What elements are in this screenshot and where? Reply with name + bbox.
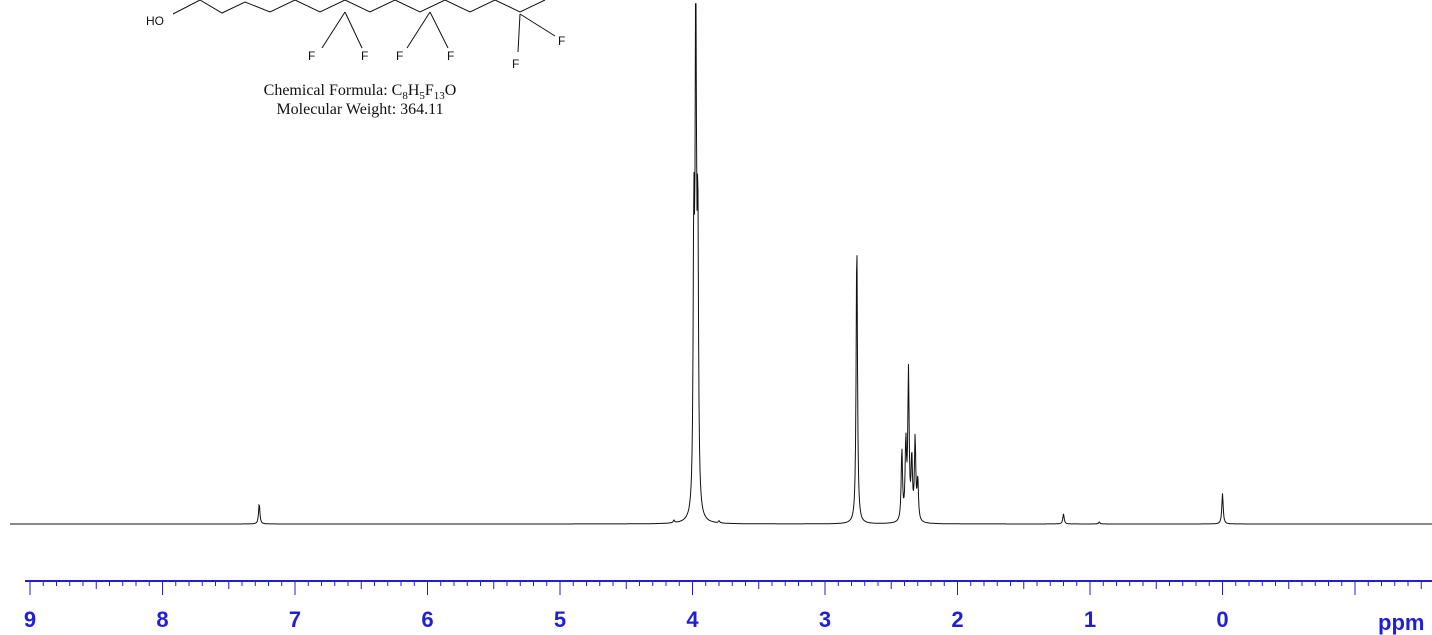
ppm-axis-ticks (29, 581, 1422, 595)
tick-label: 3 (819, 607, 831, 632)
ppm-axis-label: ppm (1378, 610, 1424, 635)
formula-element: O (444, 82, 457, 99)
molecular-weight-label: Molecular Weight: (276, 101, 397, 118)
tick-label: 6 (421, 607, 433, 632)
fluorine-label: F (396, 49, 403, 63)
c-f-bond (406, 11, 431, 49)
ppm-axis-tick-labels: 9 8 7 6 5 4 3 2 1 0 (24, 607, 1229, 632)
chemical-formula: Chemical Formula: C8H5F13O (180, 82, 540, 102)
tick-label: 8 (156, 607, 168, 632)
c-f-bond (344, 11, 363, 49)
tick-label: 1 (1084, 607, 1096, 632)
carbon-chain-bond (172, 0, 546, 15)
formula-subscript: 5 (419, 90, 425, 103)
hydroxyl-label: HO (146, 14, 164, 28)
fluorine-label: F (361, 49, 368, 63)
chemical-formula-value: C8H5F13O (391, 82, 457, 103)
spectrum-trace (9, 3, 1432, 525)
c-f-bond (517, 13, 521, 53)
formula-element: F (424, 82, 434, 99)
fluorine-label: F (308, 49, 315, 63)
tick-label: 5 (554, 607, 566, 632)
fluorine-label: F (512, 57, 519, 71)
fluorine-label: F (447, 49, 454, 63)
chemical-formula-label: Chemical Formula: (263, 82, 388, 99)
tick-label: 4 (686, 607, 699, 632)
formula-element: C (391, 82, 403, 99)
c-f-bond (519, 13, 556, 37)
tick-label: 0 (1216, 607, 1228, 632)
molecular-weight: Molecular Weight: 364.11 (180, 101, 540, 119)
tick-label: 9 (24, 607, 36, 632)
formula-element: H (407, 82, 420, 99)
molecule-structure (172, 0, 556, 53)
molecular-weight-value: 364.11 (400, 101, 444, 118)
tick-label: 7 (289, 607, 301, 632)
formula-subscript: 13 (433, 90, 445, 103)
fluorine-label: F (558, 34, 565, 48)
formula-subscript: 8 (402, 90, 408, 103)
c-f-bond (321, 11, 346, 49)
tick-label: 2 (951, 607, 963, 632)
c-f-bond (429, 11, 449, 49)
